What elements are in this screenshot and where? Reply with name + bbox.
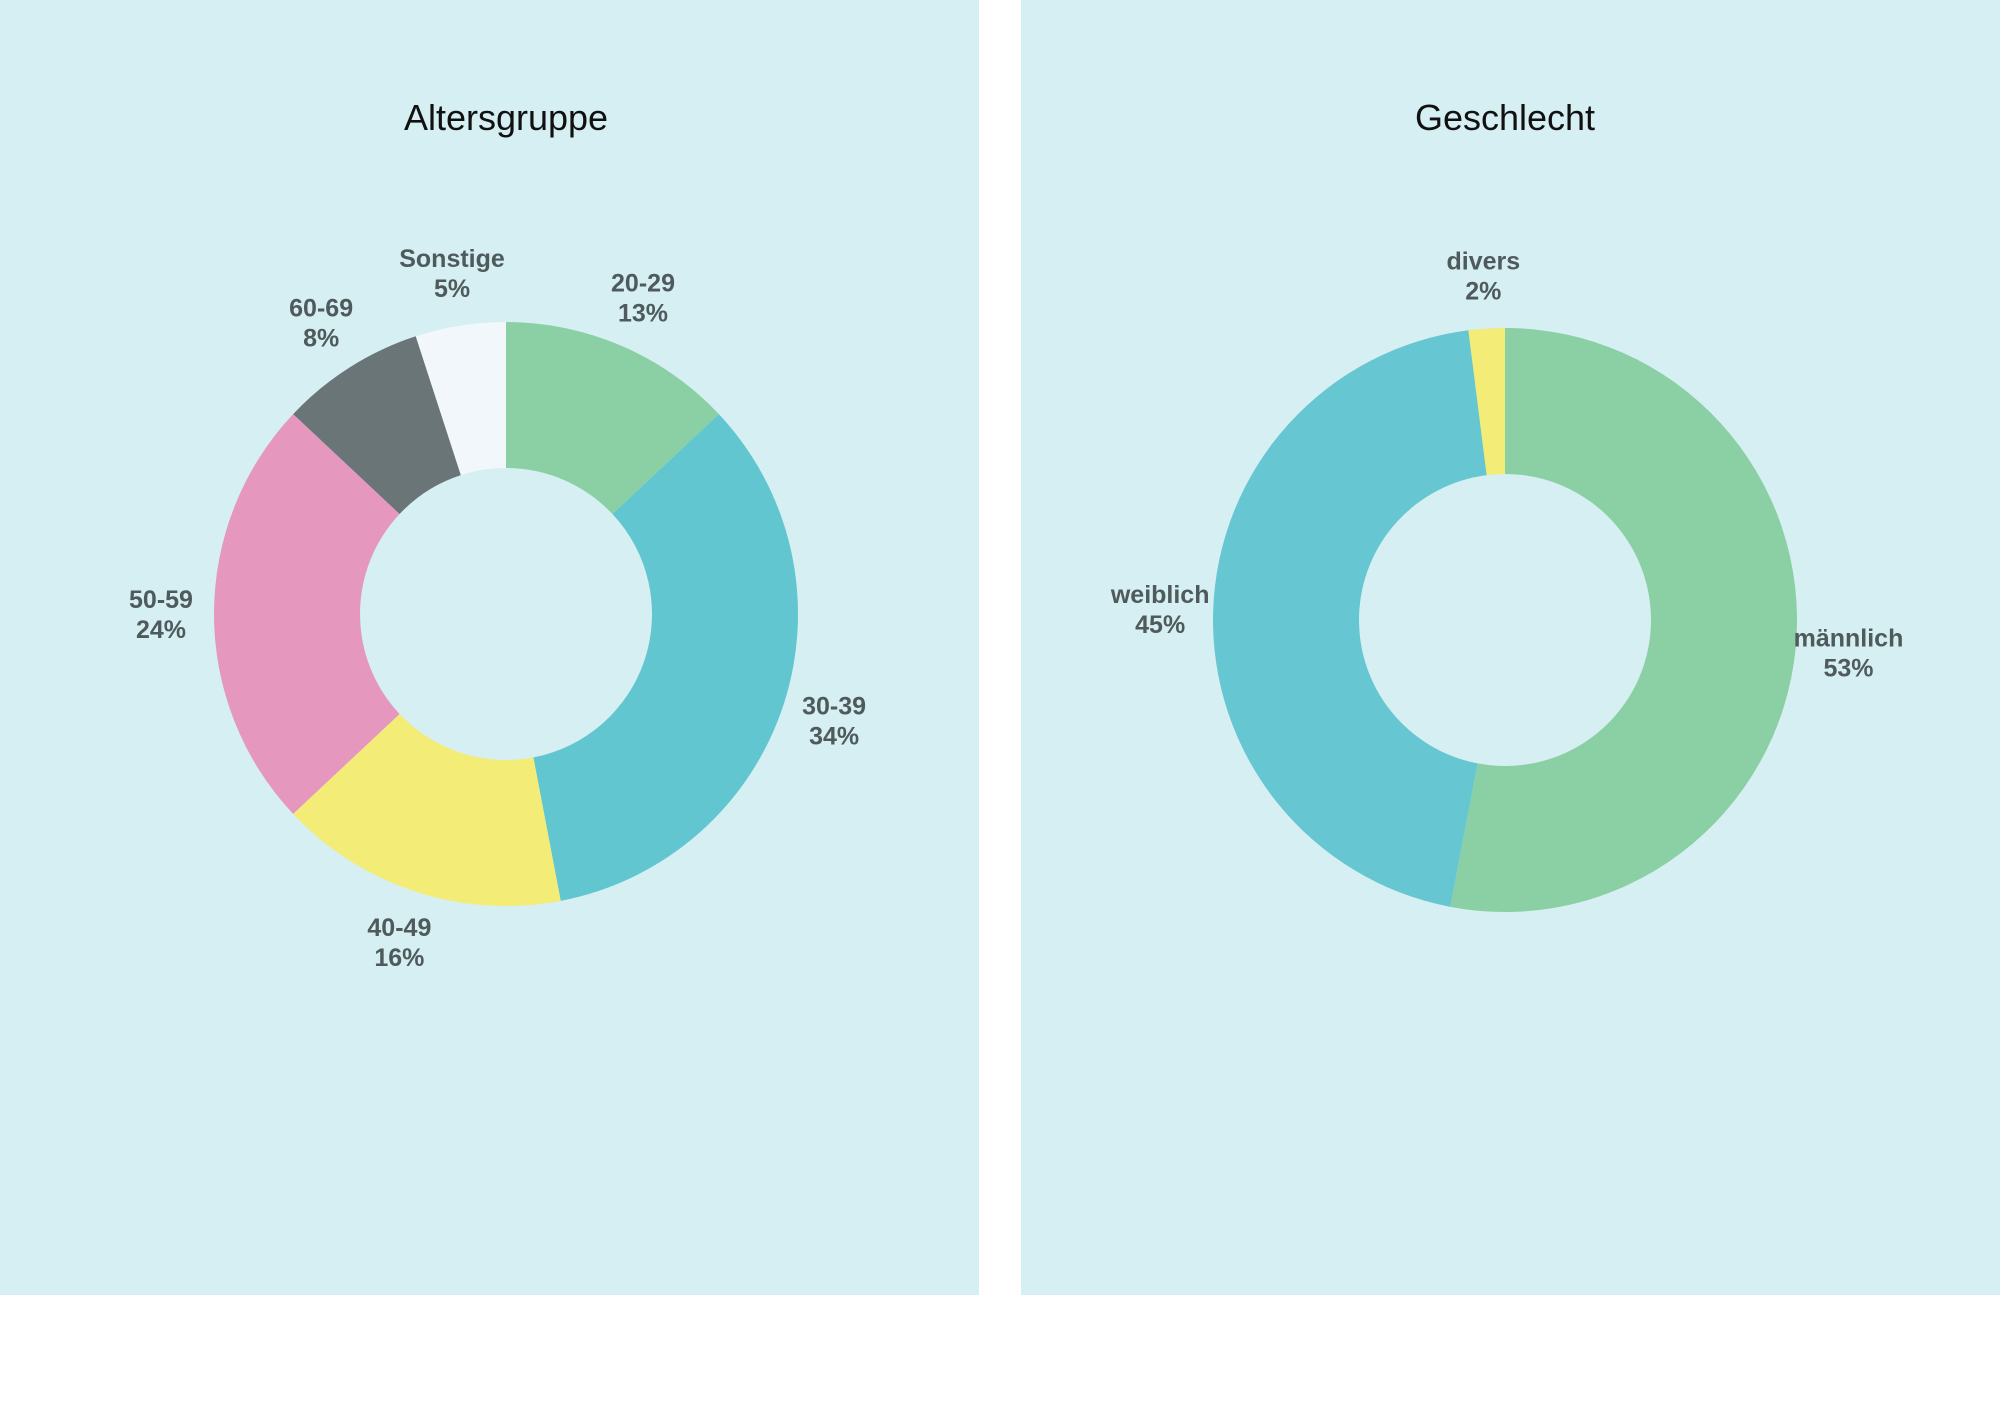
donut-slice [506, 322, 719, 515]
donut-slice [1450, 328, 1797, 913]
panel [1021, 0, 2000, 1295]
slice-label: 40-49 [367, 914, 431, 942]
donut-slice [213, 414, 400, 814]
donut-slice [1213, 330, 1487, 907]
slice-value-label: 13% [618, 299, 668, 327]
slice-label: 20-29 [611, 269, 675, 297]
donut-slice [293, 713, 561, 906]
slice-value-label: 34% [809, 723, 859, 751]
slice-value-label: 8% [303, 325, 339, 353]
donut-slice [415, 322, 506, 476]
slice-value-label: 45% [1135, 611, 1185, 639]
donut-slice [1468, 328, 1505, 476]
slice-label: 30-39 [802, 693, 866, 721]
slice-label: 60-69 [289, 295, 353, 323]
slice-label: weiblich [1110, 581, 1210, 609]
slice-value-label: 53% [1823, 654, 1873, 682]
chart-title: Altersgruppe [404, 97, 608, 138]
slice-value-label: 2% [1465, 278, 1501, 306]
slice-label: divers [1447, 248, 1521, 276]
donut-slice [293, 336, 461, 515]
slice-value-label: 24% [136, 616, 186, 644]
slice-label: 50-59 [129, 586, 193, 614]
slice-label: Sonstige [399, 245, 505, 273]
chart-title: Geschlecht [1415, 97, 1595, 138]
panel [0, 0, 979, 1295]
slice-label: männlich [1794, 624, 1904, 652]
slice-value-label: 5% [434, 275, 470, 303]
donut-slice [533, 414, 798, 901]
slice-value-label: 16% [374, 944, 424, 972]
